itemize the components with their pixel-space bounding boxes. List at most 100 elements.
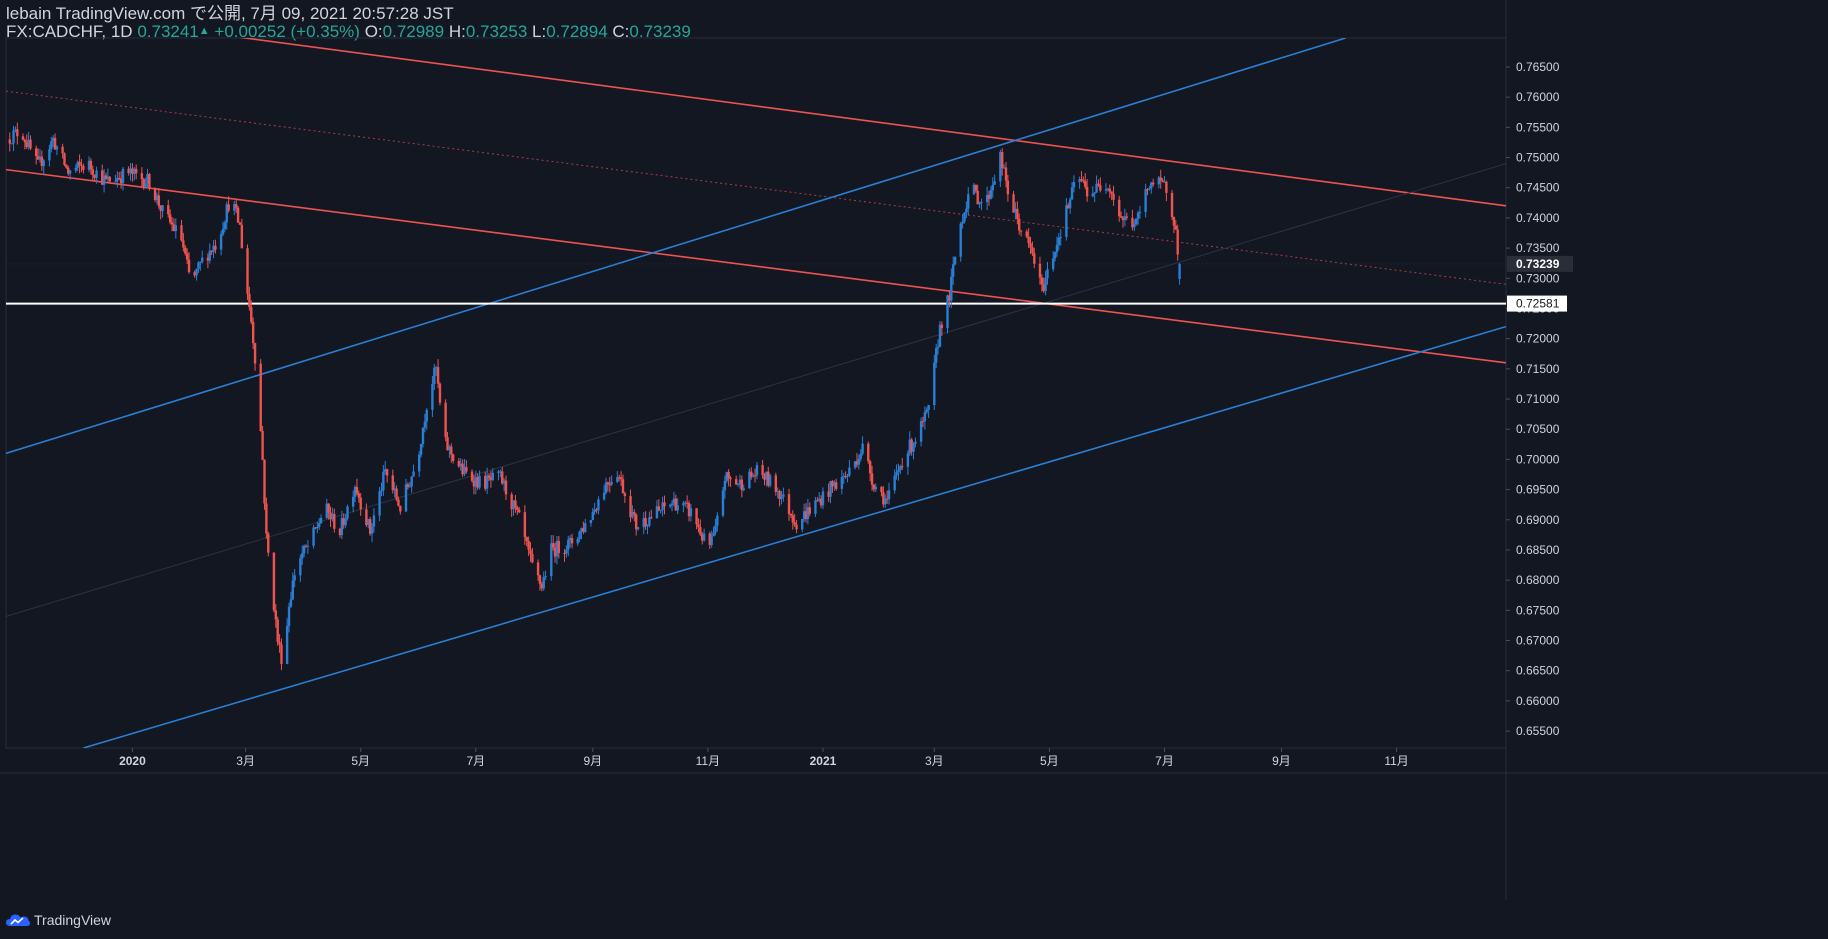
candle xyxy=(421,427,425,448)
candle xyxy=(51,135,55,148)
candle xyxy=(1099,177,1102,193)
candle xyxy=(50,136,53,153)
candle xyxy=(872,484,876,493)
trendline-blue-lower-channel[interactable] xyxy=(83,325,1506,748)
candle xyxy=(180,219,183,242)
trendline-red-midline[interactable] xyxy=(6,90,1506,285)
candle xyxy=(987,190,991,206)
candle xyxy=(1084,173,1087,190)
candle xyxy=(1176,224,1179,261)
candle xyxy=(404,478,408,513)
candle xyxy=(848,460,851,478)
publish-info: lebain TradingView.com で公開, 7月 09, 2021 … xyxy=(6,3,454,24)
candle xyxy=(897,463,900,481)
candle xyxy=(227,196,230,213)
candle xyxy=(1151,178,1155,187)
candle xyxy=(272,552,276,613)
trendline-red-lower-channel[interactable] xyxy=(6,168,1506,364)
candle xyxy=(368,517,372,536)
candle xyxy=(140,167,144,187)
tradingview-branding[interactable]: TradingView xyxy=(6,910,111,930)
candle xyxy=(391,469,394,494)
candle xyxy=(372,508,376,533)
candle xyxy=(542,571,545,591)
candle xyxy=(801,518,804,533)
candle xyxy=(1046,261,1049,285)
candle xyxy=(725,471,728,484)
candle xyxy=(906,450,910,475)
candle xyxy=(684,500,687,507)
candle xyxy=(148,172,151,191)
y-tick-label: 0.68500 xyxy=(1516,543,1560,557)
candle xyxy=(661,496,664,517)
candle xyxy=(302,544,306,558)
candle xyxy=(959,222,962,262)
trendline-blue-upper-channel[interactable] xyxy=(6,38,1346,455)
candle xyxy=(919,417,923,447)
candle xyxy=(1038,256,1042,285)
candle xyxy=(1136,210,1140,225)
candle xyxy=(755,462,759,480)
candle xyxy=(74,164,78,173)
up-arrow-icon: ▲ xyxy=(198,25,210,37)
candle xyxy=(580,527,583,540)
candle xyxy=(491,468,494,482)
candle xyxy=(1121,216,1125,228)
candle xyxy=(1040,274,1044,292)
candle xyxy=(723,475,727,499)
candle xyxy=(384,460,387,475)
support-price-badge: 0.72581 xyxy=(1507,295,1567,312)
candle xyxy=(102,169,106,193)
low-label: L: xyxy=(532,22,547,41)
candle xyxy=(233,200,236,216)
candle xyxy=(461,459,464,477)
candle xyxy=(206,253,210,269)
candle xyxy=(1161,178,1164,183)
candle xyxy=(908,431,911,456)
trendline-faint-midline[interactable] xyxy=(6,163,1506,617)
trendline-red-upper-channel[interactable] xyxy=(168,28,1506,207)
candle xyxy=(553,542,557,563)
y-tick-label: 0.74500 xyxy=(1516,181,1560,195)
candle xyxy=(551,535,555,551)
candle xyxy=(225,201,228,230)
candle xyxy=(808,502,811,517)
candle xyxy=(953,256,957,266)
candle xyxy=(1123,208,1127,227)
candle xyxy=(174,218,178,239)
candle xyxy=(576,536,579,546)
candle xyxy=(1085,179,1089,202)
candle xyxy=(780,490,783,505)
candle xyxy=(791,510,794,530)
candle xyxy=(329,506,332,528)
candle xyxy=(155,192,159,205)
candle xyxy=(536,559,540,582)
y-tick-label: 0.72000 xyxy=(1516,332,1560,346)
candle xyxy=(701,531,704,545)
candle xyxy=(504,475,508,501)
candle xyxy=(1078,176,1081,189)
candle xyxy=(199,261,202,271)
candle xyxy=(829,480,832,504)
candle xyxy=(406,482,410,490)
candle xyxy=(487,472,491,481)
candle xyxy=(40,150,44,171)
candle xyxy=(497,469,500,481)
open-value: 0.72989 xyxy=(382,22,445,41)
candle xyxy=(787,488,791,521)
y-tick-label: 0.69500 xyxy=(1516,483,1560,497)
candle xyxy=(589,519,593,527)
candle xyxy=(927,404,930,419)
symbol-label[interactable]: FX:CADCHF, 1D xyxy=(6,22,133,41)
candle xyxy=(629,489,632,523)
candle xyxy=(831,480,834,493)
candle xyxy=(431,375,434,418)
candle xyxy=(659,509,662,514)
candle xyxy=(676,498,679,515)
candle xyxy=(91,165,94,181)
candle xyxy=(1148,185,1151,191)
candle xyxy=(484,471,487,491)
candle xyxy=(53,133,57,150)
